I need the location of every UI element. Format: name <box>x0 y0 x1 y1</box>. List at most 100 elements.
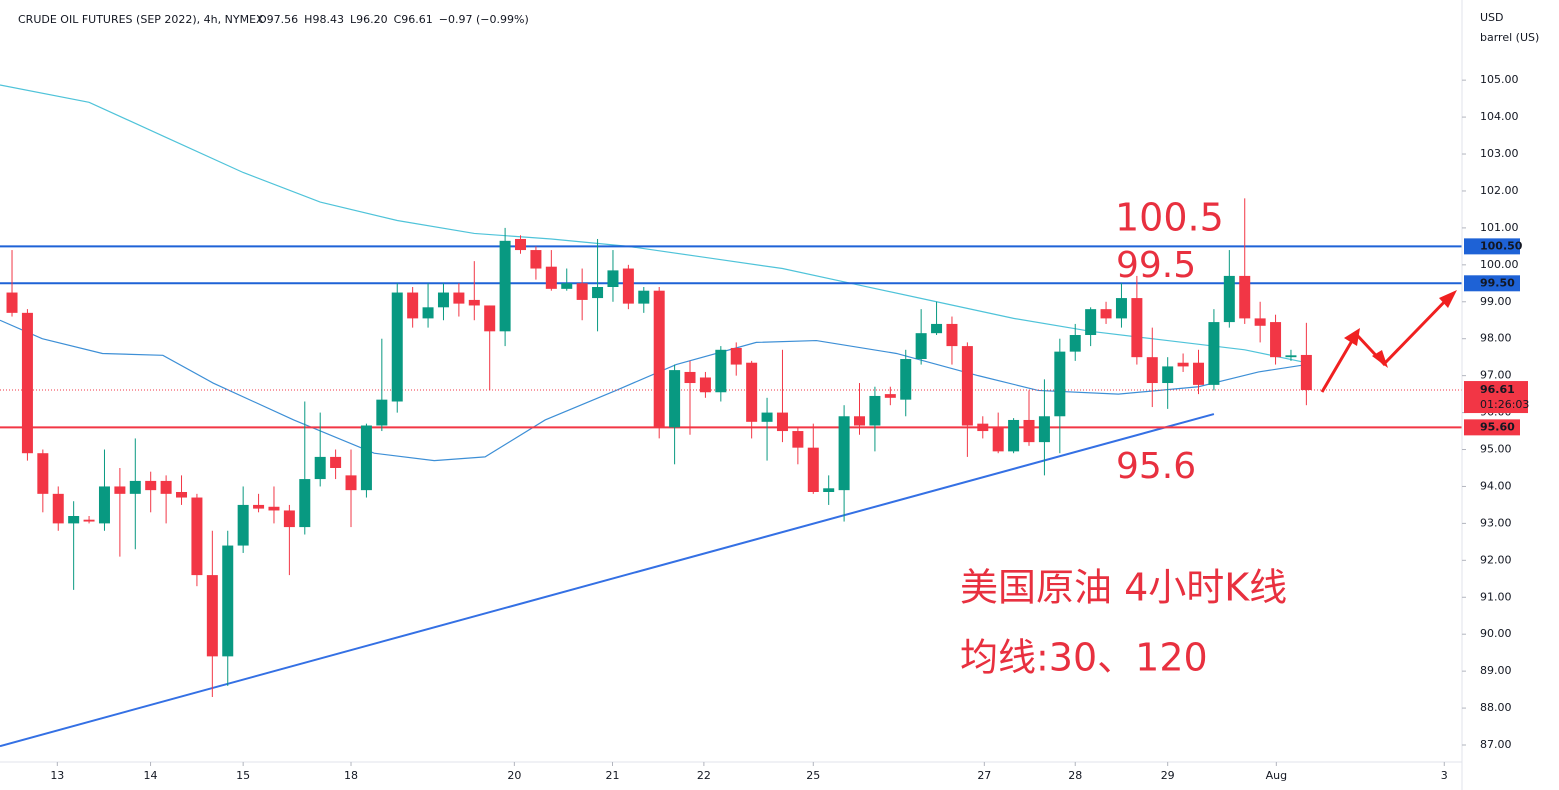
x-tick-label: 13 <box>50 769 64 782</box>
price-axis: 87.00 88.00 89.00 90.00 91.00 92.00 93.00 94.00… <box>50 73 1529 782</box>
y-tick-label: 92.00 <box>1480 553 1512 566</box>
candle-body <box>715 349 727 393</box>
candle-body <box>854 416 866 426</box>
candle-body <box>761 412 773 422</box>
annotation: 95.6 <box>1116 446 1196 487</box>
candle-body <box>977 423 989 432</box>
x-tick-label: 18 <box>344 769 358 782</box>
candle-body <box>21 312 33 454</box>
unit: USD <box>1480 11 1504 24</box>
y-tick-label: 101.00 <box>1480 221 1519 234</box>
y-tick-label: 97.00 <box>1480 369 1512 382</box>
candle-body <box>453 292 465 304</box>
candle-body <box>268 506 280 511</box>
candle-body <box>915 333 927 360</box>
candle-body <box>1038 416 1050 443</box>
x-tick-label: 14 <box>144 769 158 782</box>
candle-body <box>1223 275 1235 323</box>
candle-body <box>730 347 742 365</box>
candle-body <box>561 283 573 289</box>
candle-body <box>1270 322 1282 358</box>
y-tick-label: 103.00 <box>1480 147 1519 160</box>
candle-body <box>669 370 681 428</box>
candle-body <box>1300 354 1312 391</box>
y-tick-label: 91.00 <box>1480 590 1512 603</box>
y-tick-label: 93.00 <box>1480 516 1512 529</box>
candle-body <box>283 510 295 528</box>
annotation: 均线:30、120 <box>960 636 1208 680</box>
countdown: 01:26:03 <box>1480 398 1529 411</box>
annotation: 99.5 <box>1116 245 1196 286</box>
unit: barrel (US) <box>1480 31 1539 44</box>
candle-body <box>884 394 896 398</box>
candle-body <box>1054 351 1066 417</box>
candle-body <box>576 283 588 300</box>
ohlc-value: 96.61 <box>401 13 433 26</box>
candle-body <box>1023 419 1035 443</box>
candle-body <box>484 305 496 332</box>
price-label-box <box>1464 275 1520 292</box>
candle-body <box>961 346 973 426</box>
candle-body <box>52 493 64 524</box>
candle-body <box>1131 298 1143 358</box>
x-tick-label: Aug <box>1266 769 1287 782</box>
candle-body <box>992 427 1004 452</box>
candle-body <box>607 270 619 287</box>
line-series <box>0 84 1307 364</box>
arrow-head <box>1372 350 1388 368</box>
arrow-head <box>1439 290 1457 308</box>
candle-body <box>114 486 126 494</box>
candle-body <box>360 425 372 491</box>
price-label-box <box>1464 238 1520 255</box>
last-price-box <box>1464 381 1528 414</box>
candle-body <box>931 323 943 334</box>
candle-body <box>129 480 141 494</box>
y-tick-label: 99.00 <box>1480 295 1512 308</box>
ohlc-key: C <box>394 13 402 26</box>
candle-body <box>1285 355 1297 358</box>
candle-body <box>222 545 234 657</box>
candle-body <box>422 307 434 319</box>
candle-body <box>592 286 604 299</box>
candle-body <box>391 292 403 402</box>
line-series <box>0 413 1215 748</box>
candle-body <box>1069 335 1081 352</box>
price-label: 100.50 <box>1480 239 1523 252</box>
candle-body <box>622 268 634 304</box>
candle-body <box>1146 357 1158 384</box>
candle-body <box>792 431 804 448</box>
candle-body <box>237 504 249 546</box>
header: CRUDE OIL FUTURES (SEP 2022), 4h, NYMEX … <box>18 13 529 26</box>
candle-body <box>530 250 542 269</box>
y-tick-label: 87.00 <box>1480 738 1512 751</box>
x-tick-label: 25 <box>806 769 820 782</box>
ohlc-key: L <box>350 13 357 26</box>
candle-body <box>1162 366 1174 384</box>
candle-body <box>838 416 850 491</box>
candle-body <box>437 292 449 308</box>
drawn-arrows <box>1320 290 1457 393</box>
ohlc-value: 98.43 <box>312 13 344 26</box>
arrow-path <box>1320 292 1454 393</box>
y-tick-label: 100.00 <box>1480 258 1519 271</box>
candle-body <box>1193 362 1205 385</box>
candle-body <box>191 497 203 576</box>
candle-body <box>145 480 157 491</box>
candle-body <box>299 479 311 528</box>
candle-body <box>746 362 758 422</box>
candle-body <box>1177 362 1189 367</box>
candle-body <box>638 290 650 304</box>
candle-body <box>653 290 665 428</box>
annotation: 美国原油 4小时K线 <box>960 566 1287 610</box>
price-label-box <box>1464 419 1520 436</box>
candle-body <box>823 488 835 492</box>
candle-body <box>515 238 527 251</box>
candle-body <box>68 516 80 524</box>
candle-body <box>6 292 18 313</box>
candle-body <box>98 486 110 524</box>
candle-body <box>1254 318 1266 326</box>
ohlc-value: 96.20 <box>356 13 388 26</box>
candle-body <box>1085 309 1097 336</box>
y-tick-label: 95.00 <box>1480 443 1512 456</box>
